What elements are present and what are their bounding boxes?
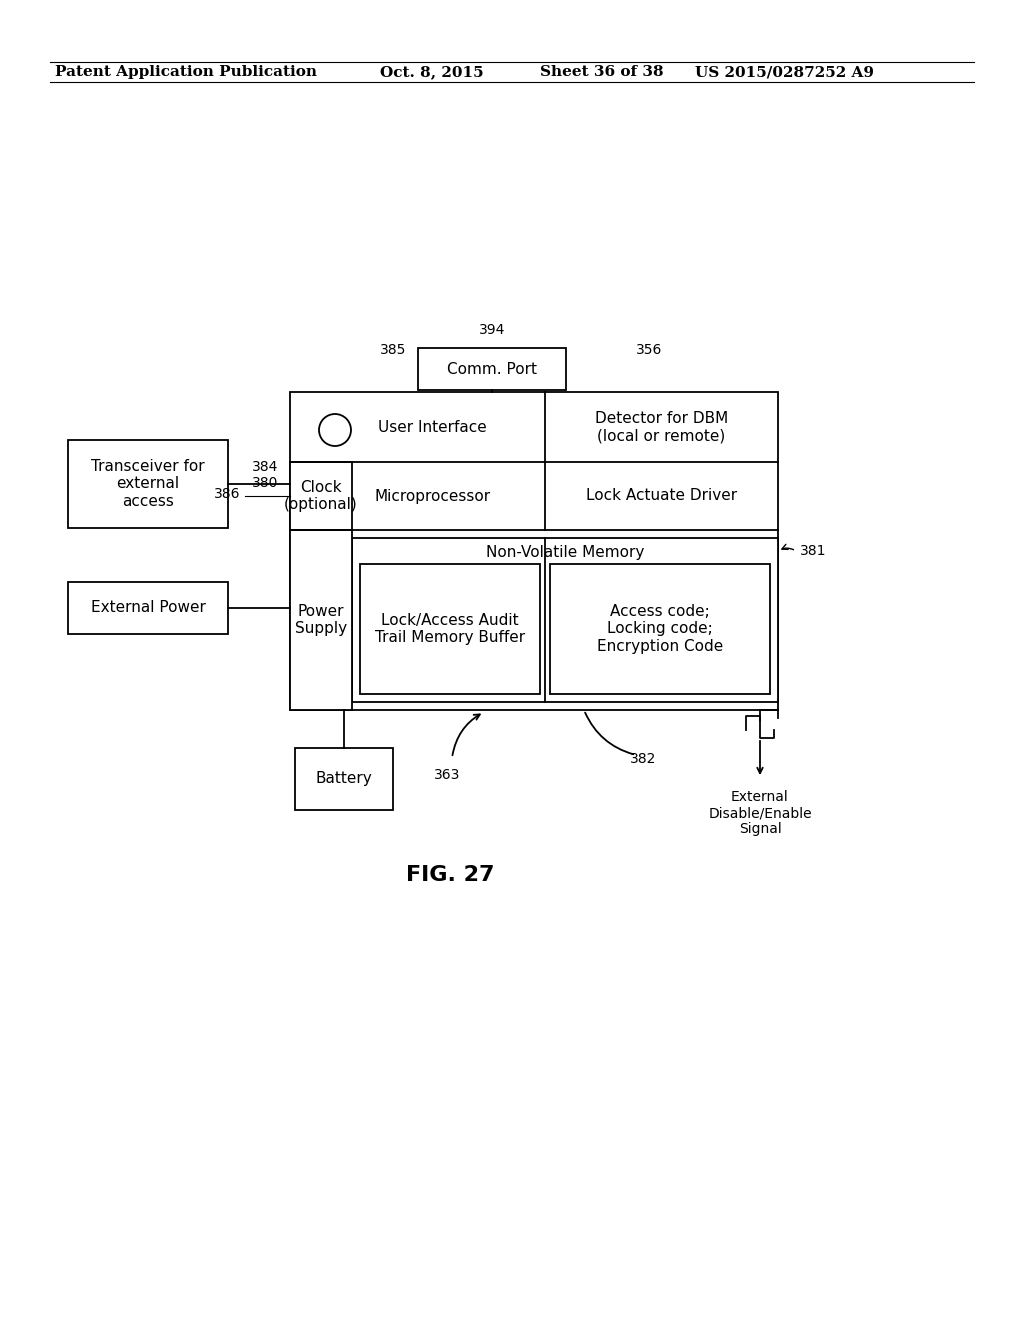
Bar [352, 539, 778, 702]
Text: Clock
(optional): Clock (optional) [284, 479, 357, 512]
Bar [68, 582, 228, 634]
Bar [290, 531, 352, 710]
Bar [290, 392, 778, 710]
Text: 394: 394 [479, 323, 505, 337]
Text: Comm. Port: Comm. Port [447, 362, 537, 376]
Text: 382: 382 [630, 752, 656, 766]
Text: 363: 363 [434, 768, 460, 781]
Text: Sheet 36 of 38: Sheet 36 of 38 [540, 65, 664, 79]
Text: User Interface: User Interface [378, 420, 486, 434]
Text: External Power: External Power [90, 601, 206, 615]
Text: Power
Supply: Power Supply [295, 603, 347, 636]
Text: Lock/Access Audit
Trail Memory Buffer: Lock/Access Audit Trail Memory Buffer [375, 612, 525, 645]
Text: Non-Volatile Memory: Non-Volatile Memory [485, 544, 644, 560]
Text: 380: 380 [252, 477, 278, 490]
Text: Detector for DBM
(local or remote): Detector for DBM (local or remote) [595, 411, 728, 444]
Text: Battery: Battery [315, 771, 373, 787]
Bar [360, 564, 540, 694]
Text: Transceiver for
external
access: Transceiver for external access [91, 459, 205, 510]
Text: 384: 384 [252, 459, 278, 474]
Text: FIG. 27: FIG. 27 [406, 865, 495, 884]
Bar [295, 748, 393, 810]
Text: 385: 385 [380, 343, 406, 356]
Bar [68, 440, 228, 528]
Text: Patent Application Publication: Patent Application Publication [55, 65, 317, 79]
Text: Oct. 8, 2015: Oct. 8, 2015 [380, 65, 483, 79]
Bar [418, 348, 566, 389]
Text: External
Disable/Enable
Signal: External Disable/Enable Signal [709, 789, 812, 837]
Bar [550, 564, 770, 694]
Text: 356: 356 [636, 343, 663, 356]
Text: Access code;
Locking code;
Encryption Code: Access code; Locking code; Encryption Co… [597, 605, 723, 653]
Text: US 2015/0287252 A9: US 2015/0287252 A9 [695, 65, 874, 79]
Bar [290, 462, 352, 531]
Text: 381: 381 [800, 544, 826, 558]
Text: Lock Actuate Driver: Lock Actuate Driver [586, 488, 737, 503]
Text: Microprocessor: Microprocessor [375, 488, 490, 503]
Text: 386: 386 [213, 487, 240, 502]
